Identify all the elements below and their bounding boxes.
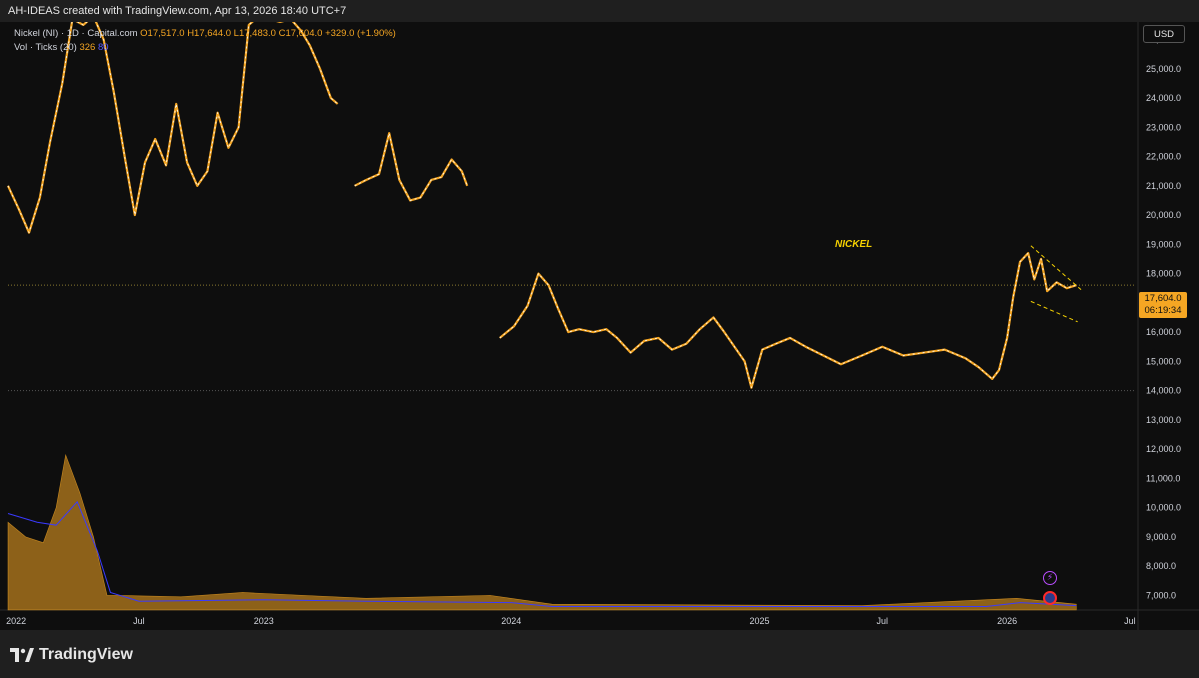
- y-tick-label-7: 19,000.0: [1146, 239, 1181, 249]
- price-line-2: [499, 252, 1077, 389]
- x-tick-label-0: 2022: [6, 616, 26, 626]
- price-line-0: [7, 22, 339, 234]
- volume-ma-line: [7, 500, 1077, 607]
- volume-ma-value: 80: [97, 42, 109, 53]
- chart-annotation: NICKEL: [835, 239, 873, 250]
- trendline-1: [1030, 300, 1078, 323]
- price-line-1: [354, 132, 469, 202]
- y-tick-label-11: 15,000.0: [1146, 356, 1181, 366]
- ohlc-legend: Nickel (NI) · 1D · Capital.com O17,517.0…: [14, 28, 396, 39]
- y-tick-label-16: 10,000.0: [1146, 503, 1181, 513]
- symbol-label: Nickel (NI) · 1D · Capital.com: [14, 28, 138, 39]
- y-tick-label-15: 11,000.0: [1146, 473, 1180, 483]
- x-tick-label-7: Jul: [1124, 616, 1136, 626]
- y-tick-label-5: 21,000.0: [1146, 181, 1181, 191]
- volume-legend: Vol · Ticks (20) 326 80: [14, 42, 109, 53]
- tradingview-logo[interactable]: TradingView: [10, 646, 133, 664]
- y-tick-label-2: 24,000.0: [1146, 93, 1181, 103]
- y-tick-label-17: 9,000.0: [1146, 532, 1176, 542]
- last-price: 17,604.0: [1144, 293, 1182, 304]
- volume-area: [7, 453, 1077, 611]
- change-value: +329.0 (+1.90%): [325, 28, 396, 39]
- last-price-label: 17,604.0 06:19:34: [1139, 292, 1187, 318]
- price-line-highlight-1: [354, 132, 468, 201]
- x-tick-label-1: Jul: [133, 616, 145, 626]
- x-tick-label-3: 2024: [501, 616, 521, 626]
- y-tick-label-4: 22,000.0: [1146, 152, 1181, 162]
- currency-button[interactable]: USD: [1143, 25, 1185, 43]
- y-tick-label-18: 8,000.0: [1146, 561, 1176, 571]
- low-value: L17,483.0: [233, 28, 276, 39]
- price-line-highlight-2: [499, 252, 1077, 389]
- y-tick-label-14: 12,000.0: [1146, 444, 1181, 454]
- footer: TradingView: [0, 630, 1199, 678]
- volume-value: 326: [79, 42, 96, 53]
- tradingview-logo-icon: [10, 648, 34, 662]
- price-chart[interactable]: 26,000.025,000.024,000.023,000.022,000.0…: [0, 22, 1199, 630]
- volume-label: Vol · Ticks (20): [14, 42, 77, 53]
- x-tick-label-2: 2023: [254, 616, 274, 626]
- x-tick-label-6: 2026: [997, 616, 1017, 626]
- y-tick-label-13: 13,000.0: [1146, 415, 1181, 425]
- close-value: C17,604.0: [278, 28, 323, 39]
- y-tick-label-19: 7,000.0: [1146, 590, 1176, 600]
- lightning-icon[interactable]: ⚡: [1043, 571, 1057, 585]
- y-tick-label-6: 20,000.0: [1146, 210, 1181, 220]
- header-text: AH-IDEAS created with TradingView.com, A…: [8, 5, 347, 17]
- y-tick-label-10: 16,000.0: [1146, 327, 1181, 337]
- x-tick-label-5: Jul: [877, 616, 889, 626]
- brand-name: TradingView: [39, 646, 133, 663]
- open-value: O17,517.0: [140, 28, 185, 39]
- y-tick-label-3: 23,000.0: [1146, 122, 1181, 132]
- high-value: H17,644.0: [187, 28, 232, 39]
- y-tick-label-1: 25,000.0: [1146, 64, 1181, 74]
- chart-area[interactable]: 26,000.025,000.024,000.023,000.022,000.0…: [0, 22, 1199, 630]
- chart-header: AH-IDEAS created with TradingView.com, A…: [0, 0, 1199, 22]
- y-tick-label-12: 14,000.0: [1146, 386, 1181, 396]
- flag-icon[interactable]: [1043, 591, 1057, 605]
- bar-countdown: 06:19:34: [1144, 305, 1182, 316]
- price-line-highlight-0: [7, 22, 338, 234]
- x-tick-label-4: 2025: [750, 616, 770, 626]
- y-tick-label-8: 18,000.0: [1146, 269, 1181, 279]
